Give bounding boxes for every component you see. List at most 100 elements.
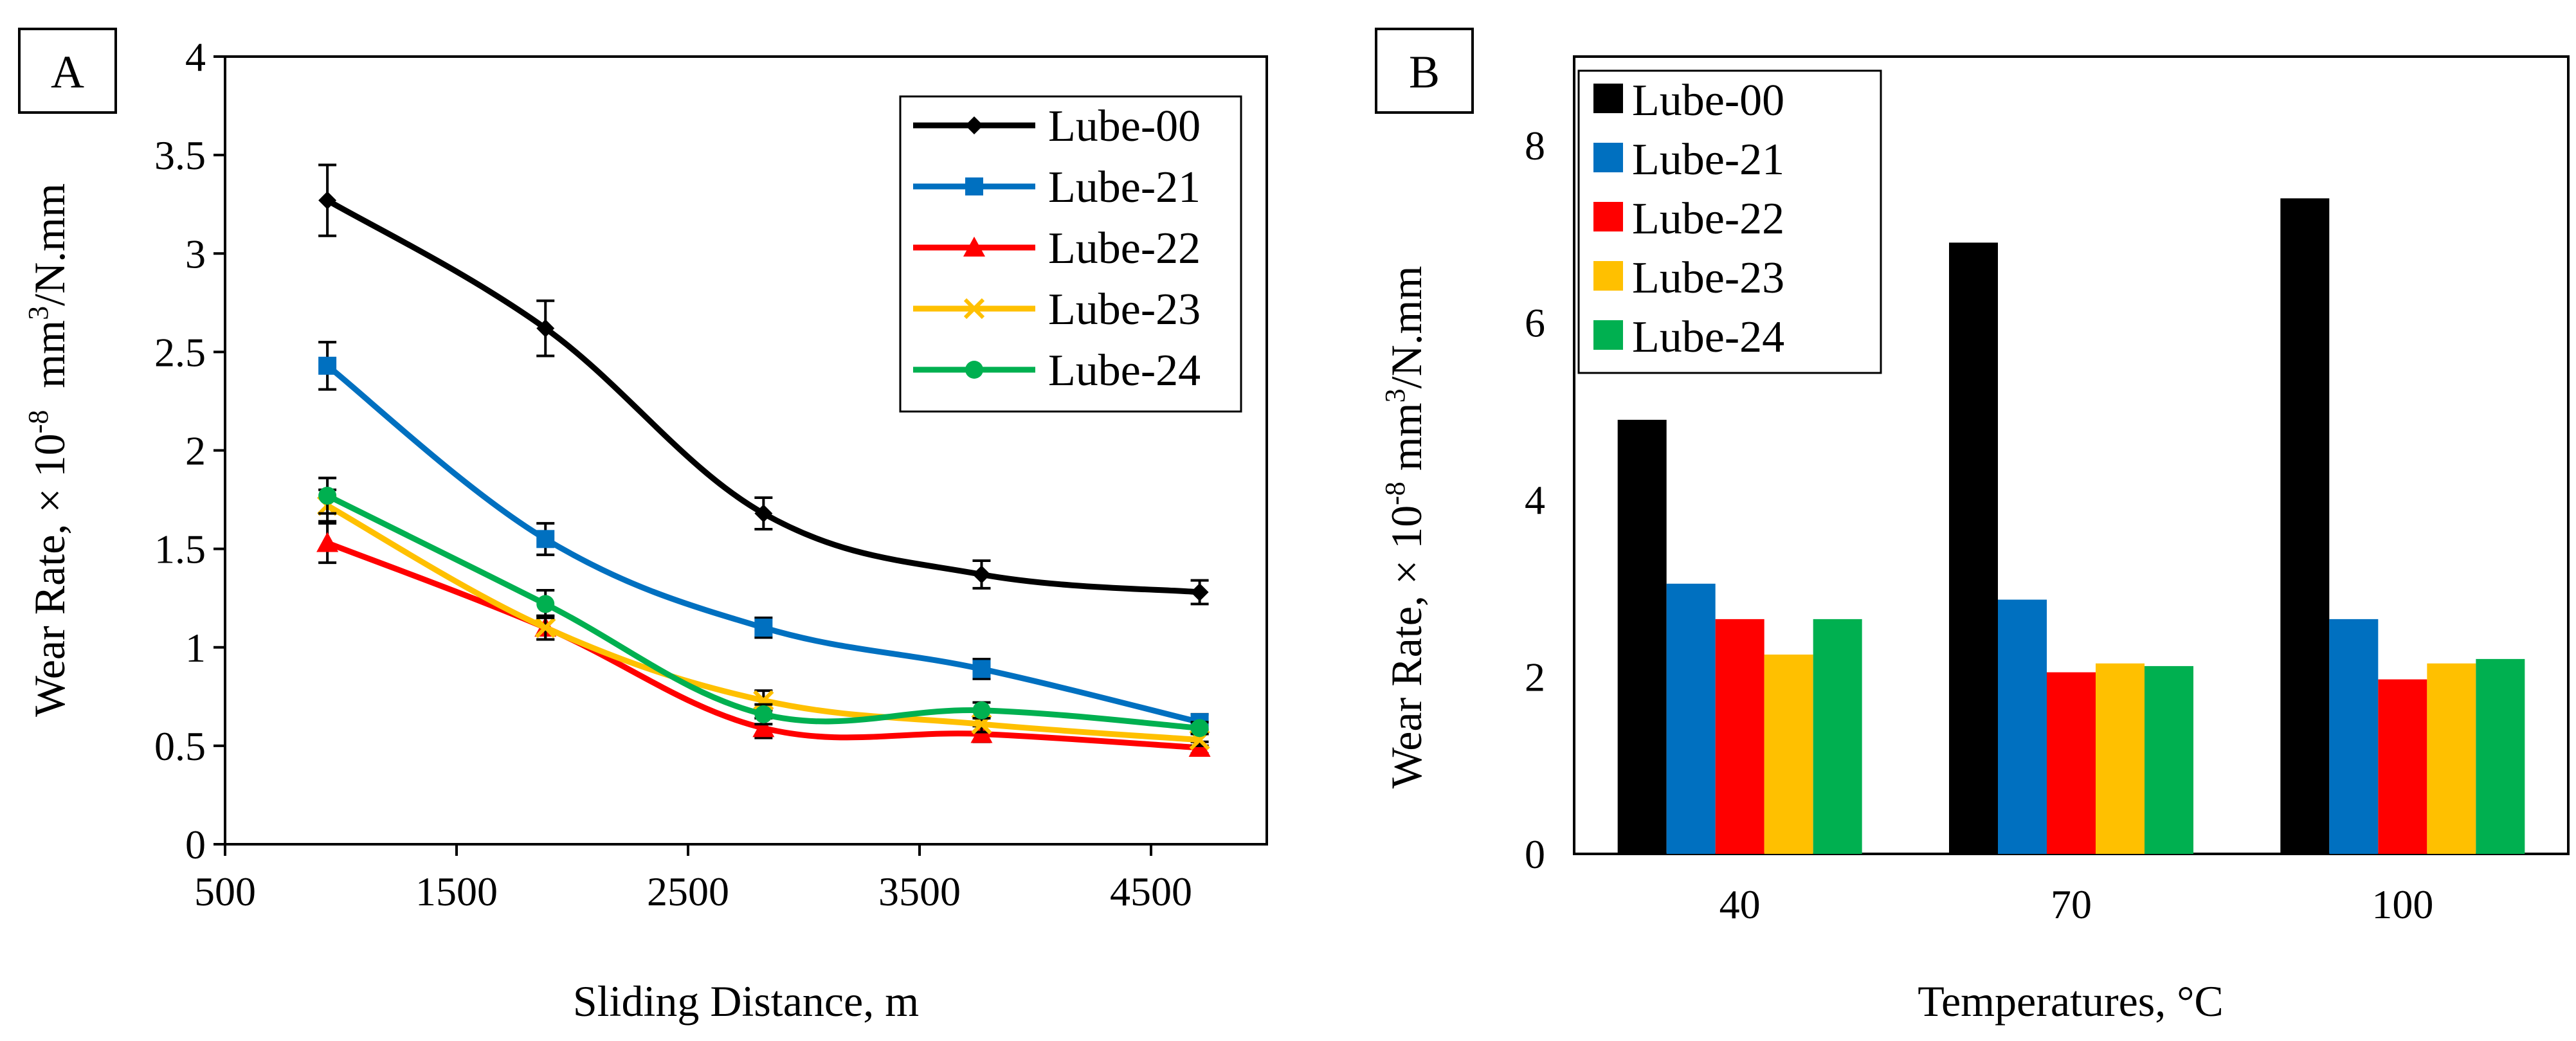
series-a-lube-24	[318, 476, 1209, 738]
bar-b-lube-21-100	[2329, 619, 2379, 854]
x-tick-label-a-500: 500	[194, 869, 256, 914]
y-tick-label-a-1-5: 1.5	[154, 527, 206, 572]
y-label-unit-b: mm	[1382, 403, 1431, 482]
point-a-lube-24-2	[754, 705, 773, 723]
point-a-lube-24-1	[536, 595, 555, 613]
legend-label-a-lube-00: Lube-00	[1048, 102, 1201, 151]
y-label-unit-a: mm	[25, 320, 74, 410]
point-a-lube-23-1	[535, 617, 556, 638]
point-a-lube-00-4	[1190, 583, 1209, 601]
point-a-lube-21-1	[536, 530, 555, 548]
y-tick-label-a-1: 1	[185, 625, 206, 671]
legend-label-a-lube-21: Lube-21	[1048, 163, 1201, 212]
y-tick-label-b-8: 8	[1525, 123, 1545, 168]
legend-label-a-lube-23: Lube-23	[1048, 285, 1201, 334]
y-tick-label-a-2: 2	[185, 428, 206, 474]
legend-label-b-lube-23: Lube-23	[1632, 253, 1784, 303]
legend-label-b-lube-22: Lube-22	[1632, 194, 1784, 244]
bar-b-lube-22-100	[2378, 679, 2427, 854]
y-label-main-a: Wear Rate, × 10	[25, 433, 74, 717]
line-a-lube-00	[325, 197, 1200, 595]
point-a-lube-00-2	[754, 504, 773, 523]
legend-label-b-lube-21: Lube-21	[1632, 135, 1784, 185]
legend-item-b-lube-22: Lube-22	[1593, 194, 1784, 244]
x-tick-label-a-3500: 3500	[878, 869, 961, 914]
y-tick-label-a-0-5: 0.5	[154, 723, 206, 769]
line-a-lube-21	[325, 363, 1201, 725]
x-tick-label-a-1500: 1500	[415, 869, 498, 914]
point-a-lube-22-2	[752, 717, 775, 738]
y-label-unit-exp-a: 3	[23, 306, 54, 320]
point-a-lube-23-2-stroke-2	[753, 690, 774, 711]
legend-marker-a-lube-00	[965, 116, 983, 134]
x-tick-label-a-2500: 2500	[647, 869, 729, 914]
bar-b-lube-00-70	[1949, 242, 1998, 854]
legend-item-b-lube-21: Lube-21	[1593, 135, 1784, 185]
y-tick-label-a-4: 4	[185, 34, 206, 80]
legend-label-a-lube-24: Lube-24	[1048, 346, 1201, 395]
x-ticks-b: 40 70 100	[1719, 882, 2434, 927]
point-a-lube-00-3	[972, 565, 991, 584]
legend-marker-a-lube-22	[963, 237, 985, 257]
legend-item-b-lube-23: Lube-23	[1593, 253, 1784, 303]
bar-b-lube-23-40	[1764, 655, 1813, 854]
y-axis-label-a: Wear Rate, × 10-8 mm3/N.mm	[23, 183, 74, 717]
legend-item-a-lube-21: Lube-21	[913, 163, 1201, 212]
legend-marker-a-lube-24	[965, 361, 983, 379]
point-a-lube-24-0	[318, 486, 337, 505]
y-label-exp-b: -8	[1379, 482, 1411, 505]
y-tick-label-b-4: 4	[1525, 477, 1545, 523]
x-tick-label-a-4500: 4500	[1110, 869, 1192, 914]
legend-item-a-lube-24: Lube-24	[913, 346, 1201, 395]
point-a-lube-24-3	[972, 701, 991, 720]
y-tick-label-a-3: 3	[185, 231, 206, 276]
bars-group-b	[1617, 198, 2525, 854]
y-tick-label-a-0: 0	[185, 822, 206, 867]
bar-b-lube-24-70	[2145, 665, 2193, 854]
y-label-unit-exp-b: 3	[1379, 388, 1411, 403]
legend-b: Lube-00 Lube-21 Lube-22 Lube-23 Lube-24	[1593, 76, 1784, 362]
series-a-lube-00	[318, 163, 1209, 606]
y-tick-label-a-3-5: 3.5	[154, 132, 206, 178]
series-group-a	[316, 163, 1211, 757]
point-a-lube-21-3	[972, 660, 991, 678]
point-a-lube-23-1-stroke-2	[535, 617, 556, 638]
bar-b-lube-22-40	[1715, 619, 1764, 854]
x-tick-label-b-40: 40	[1719, 882, 1761, 927]
y-ticks-b: 0 2 4 6 8	[1525, 123, 1545, 877]
panel-label-box-a	[18, 28, 117, 114]
point-a-lube-23-2	[753, 690, 774, 711]
bar-b-lube-24-40	[1813, 619, 1862, 854]
x-axis-label-text-a: Sliding Distance, m	[573, 977, 919, 1026]
legend-item-a-lube-23: Lube-23	[913, 285, 1201, 334]
legend-box-b	[1577, 69, 1882, 374]
legend-item-a-lube-00: Lube-00	[913, 102, 1201, 151]
y-label-tail-b: /N.mm	[1382, 266, 1431, 389]
point-a-lube-00-1	[536, 319, 555, 338]
bar-b-lube-21-40	[1666, 583, 1716, 854]
point-a-lube-00-0	[318, 191, 337, 210]
bar-group-b-100	[2280, 198, 2525, 854]
bar-b-lube-00-100	[2280, 198, 2330, 854]
point-a-lube-22-0	[316, 532, 339, 552]
point-a-lube-21-0	[318, 356, 337, 375]
legend-item-a-lube-22: Lube-22	[913, 224, 1201, 273]
x-axis-label-a: Sliding Distance, m	[573, 977, 919, 1026]
legend-swatch-b-lube-21	[1593, 143, 1623, 172]
y-axis-label-b: Wear Rate, × 10-8 mm3/N.mm	[1379, 266, 1431, 789]
legend-swatch-b-lube-24	[1593, 320, 1623, 350]
legend-item-b-lube-24: Lube-24	[1593, 312, 1784, 362]
panel-label-box-b	[1375, 28, 1474, 114]
y-tick-label-a-2-5: 2.5	[154, 329, 206, 375]
y-tick-label-b-2: 2	[1525, 654, 1545, 700]
x-axis-label-text-b: Temperatures, °C	[1918, 977, 2224, 1026]
panel-label-a: A	[51, 46, 84, 98]
legend-swatch-b-lube-23	[1593, 261, 1623, 291]
legend-marker-a-lube-23	[963, 298, 985, 320]
legend-marker-a-lube-23-stroke-2	[963, 298, 985, 320]
bar-b-lube-21-70	[1998, 599, 2047, 854]
bar-group-b-70	[1949, 242, 2193, 854]
chart-b: B 0 2 4 6 8 40 70 100 Temperatures, °C Wear Ra…	[1375, 28, 2570, 1026]
legend-label-b-lube-00: Lube-00	[1632, 76, 1784, 125]
